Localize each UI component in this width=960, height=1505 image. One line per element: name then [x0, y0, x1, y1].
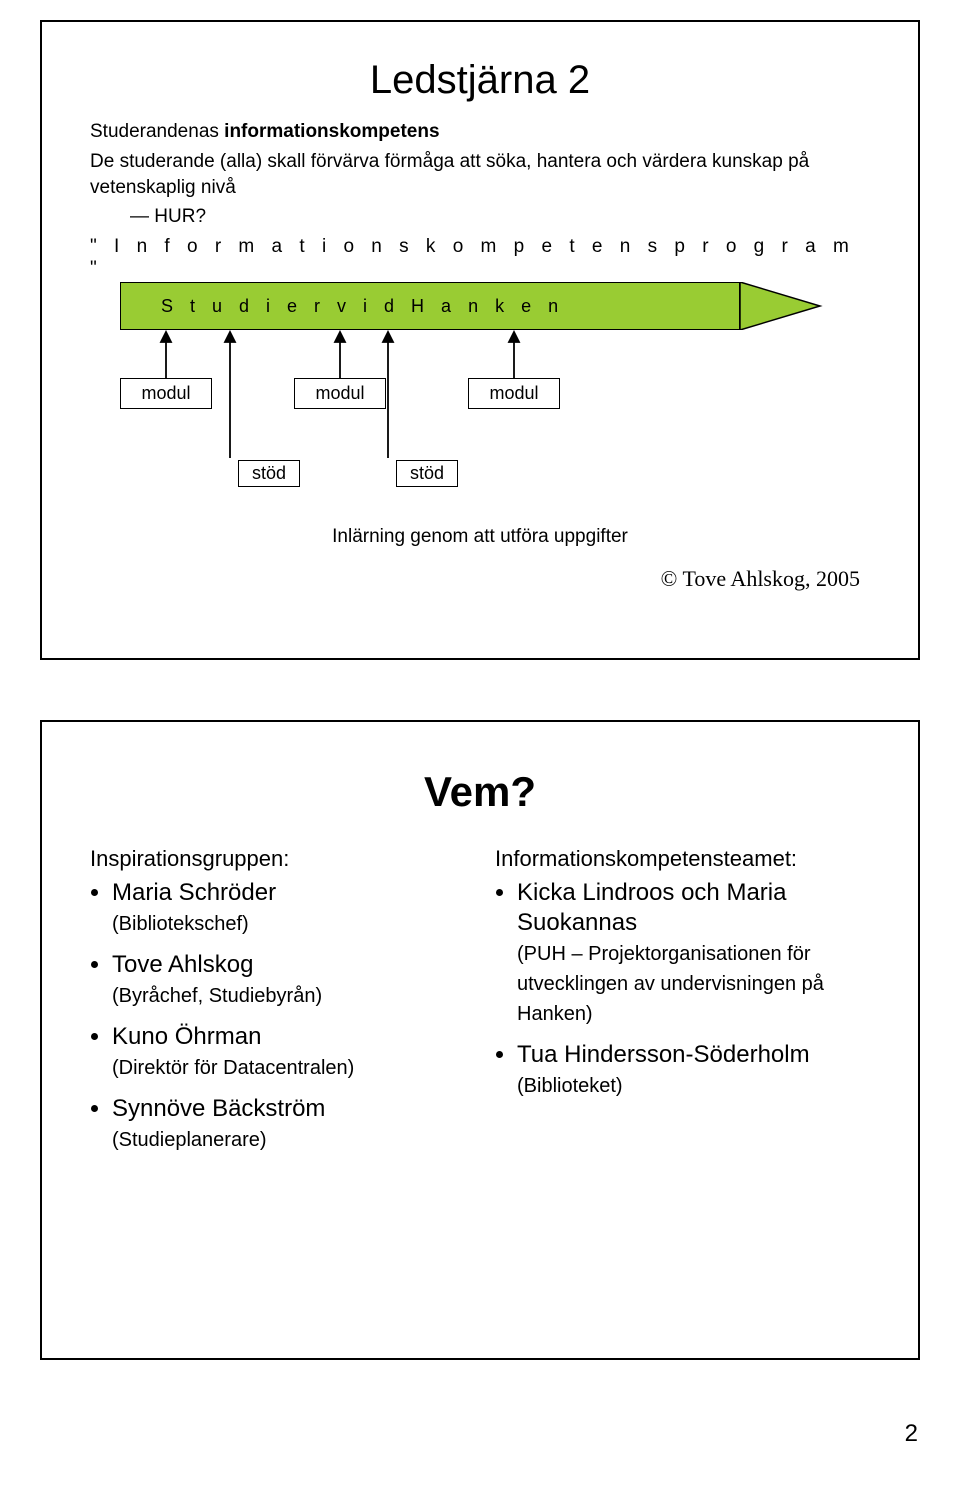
right-heading: Informationskompetensteamet:: [495, 846, 870, 872]
item-sub: (Byråchef, Studiebyrån): [112, 985, 322, 1007]
banner: S t u d i e r v i d H a n k e n: [120, 282, 740, 330]
columns: Inspirationsgruppen: Maria Schröder (Bib…: [90, 846, 870, 1166]
module-box-1: modul: [120, 378, 212, 409]
item-sub: (Biblioteket): [517, 1075, 623, 1097]
left-column: Inspirationsgruppen: Maria Schröder (Bib…: [90, 846, 465, 1166]
list-item: Tua Hindersson-Söderholm (Biblioteket): [517, 1040, 870, 1100]
list-item: Kuno Öhrman (Direktör för Datacentralen): [112, 1022, 465, 1082]
module-box-3: modul: [468, 378, 560, 409]
program-label: " I n f o r m a t i o n s k o m p e t e …: [90, 236, 870, 280]
left-heading: Inspirationsgruppen:: [90, 846, 465, 872]
left-list: Maria Schröder (Bibliotekschef) Tove Ahl…: [90, 878, 465, 1154]
subtitle-bold: informationskompetens: [224, 121, 439, 142]
list-item: Maria Schröder (Bibliotekschef): [112, 878, 465, 938]
item-sub: (Studieplanerare): [112, 1129, 267, 1151]
item-main: Tove Ahlskog: [112, 951, 253, 978]
right-list: Kicka Lindroos och Maria Suokannas (PUH …: [495, 878, 870, 1100]
page-number: 2: [0, 1420, 960, 1468]
item-main: Kicka Lindroos och Maria Suokannas: [517, 879, 786, 936]
item-sub: (PUH – Projektorganisationen för utveckl…: [517, 943, 824, 1025]
banner-container: S t u d i e r v i d H a n k e n: [90, 282, 870, 330]
item-main: Kuno Öhrman: [112, 1023, 261, 1050]
slide1-dash: — HUR?: [130, 206, 870, 228]
stod-box-1: stöd: [238, 460, 300, 487]
slide1-subtitle: Studerandenas informationskompetens: [90, 121, 870, 143]
item-sub: (Direktör för Datacentralen): [112, 1057, 354, 1079]
slide-1: Ledstjärna 2 Studerandenas informationsk…: [40, 20, 920, 660]
slide1-body: De studerande (alla) skall förvärva förm…: [90, 149, 870, 200]
stod-box-2: stöd: [396, 460, 458, 487]
inlarning-text: Inlärning genom att utföra uppgifter: [90, 526, 870, 548]
stod-row: stöd stöd: [90, 460, 870, 498]
copyright: © Tove Ahlskog, 2005: [90, 566, 870, 592]
item-main: Maria Schröder: [112, 879, 276, 906]
slide1-title: Ledstjärna 2: [90, 58, 870, 103]
item-main: Tua Hindersson-Söderholm: [517, 1041, 810, 1068]
slide2-title: Vem?: [90, 768, 870, 816]
banner-text: S t u d i e r v i d H a n k e n: [161, 296, 564, 317]
item-sub: (Bibliotekschef): [112, 913, 249, 935]
right-column: Informationskompetensteamet: Kicka Lindr…: [495, 846, 870, 1166]
subtitle-prefix: Studerandenas: [90, 121, 224, 142]
slide-2: Vem? Inspirationsgruppen: Maria Schröder…: [40, 720, 920, 1360]
list-item: Synnöve Bäckström (Studieplanerare): [112, 1094, 465, 1154]
module-row: modul modul modul: [90, 378, 870, 420]
item-main: Synnöve Bäckström: [112, 1095, 325, 1122]
module-box-2: modul: [294, 378, 386, 409]
list-item: Kicka Lindroos och Maria Suokannas (PUH …: [517, 878, 870, 1028]
list-item: Tove Ahlskog (Byråchef, Studiebyrån): [112, 950, 465, 1010]
